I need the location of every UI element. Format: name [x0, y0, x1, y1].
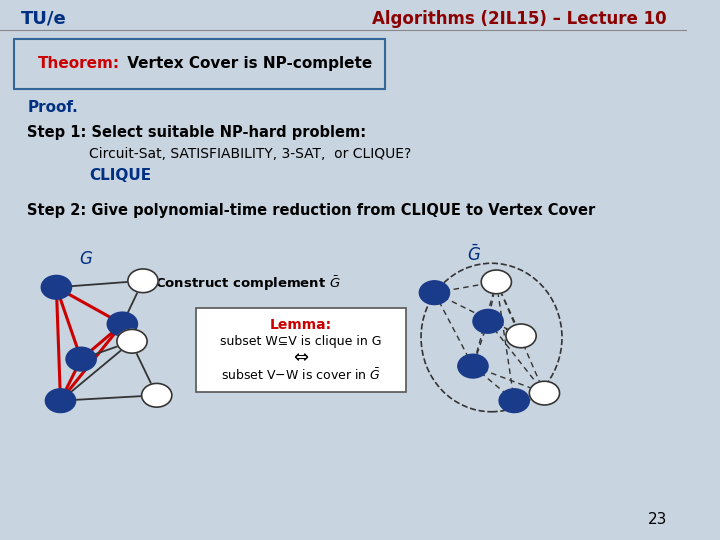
Text: ⇔: ⇔ — [294, 349, 309, 367]
Circle shape — [419, 281, 449, 305]
Circle shape — [142, 383, 172, 407]
Text: subset W⊆V is clique in G: subset W⊆V is clique in G — [220, 335, 382, 348]
Circle shape — [128, 269, 158, 293]
Text: Construct complement $\bar{G}$: Construct complement $\bar{G}$ — [155, 274, 341, 293]
Circle shape — [481, 270, 511, 294]
Text: Step 1: Select suitable NP-hard problem:: Step 1: Select suitable NP-hard problem: — [27, 125, 366, 140]
Circle shape — [107, 312, 138, 336]
Text: Proof.: Proof. — [27, 100, 78, 116]
Text: $G$: $G$ — [79, 250, 93, 268]
Text: TU/e: TU/e — [21, 10, 66, 28]
Text: Circuit-Sat, SATISFIABILITY, 3-SAT,  or CLIQUE?: Circuit-Sat, SATISFIABILITY, 3-SAT, or C… — [89, 147, 412, 161]
Text: $\bar{G}$: $\bar{G}$ — [467, 245, 482, 265]
Text: subset V$-$W is cover in $\bar{G}$: subset V$-$W is cover in $\bar{G}$ — [221, 368, 381, 383]
Text: CLIQUE: CLIQUE — [89, 168, 151, 183]
Text: 23: 23 — [647, 511, 667, 526]
Text: Step 2: Give polynomial-time reduction from CLIQUE to Vertex Cover: Step 2: Give polynomial-time reduction f… — [27, 203, 595, 218]
Circle shape — [473, 309, 503, 333]
Circle shape — [41, 275, 71, 299]
FancyBboxPatch shape — [14, 39, 385, 89]
Circle shape — [45, 389, 76, 413]
Text: Algorithms (2IL15) – Lecture 10: Algorithms (2IL15) – Lecture 10 — [372, 10, 667, 28]
Circle shape — [529, 381, 559, 405]
Text: Lemma:: Lemma: — [270, 318, 332, 332]
FancyBboxPatch shape — [196, 308, 405, 392]
Text: Theorem:: Theorem: — [38, 56, 120, 71]
Circle shape — [66, 347, 96, 371]
Circle shape — [117, 329, 147, 353]
Circle shape — [499, 389, 529, 413]
Circle shape — [458, 354, 488, 378]
Text: Vertex Cover is NP-complete: Vertex Cover is NP-complete — [122, 56, 373, 71]
Circle shape — [506, 324, 536, 348]
